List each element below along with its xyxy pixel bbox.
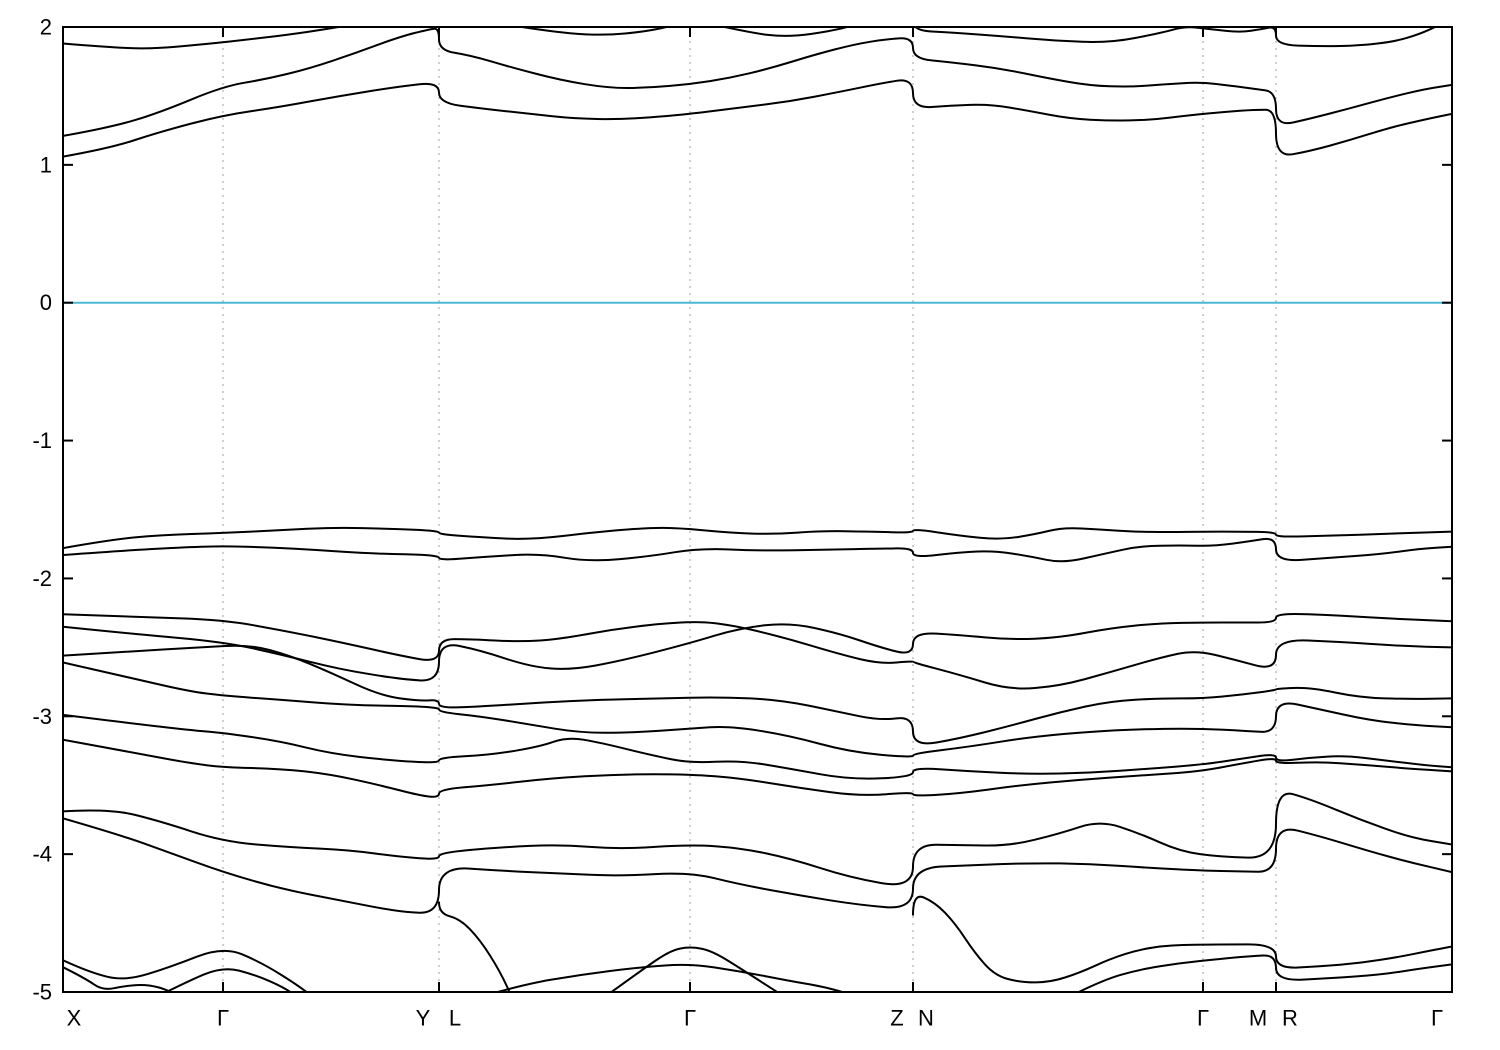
band-path-bottom-p3-p4-lower <box>1076 954 1452 992</box>
band-path-bottom-p1-b <box>164 968 293 992</box>
y-tick-label: -1 <box>32 428 52 453</box>
plot-border <box>62 26 1453 993</box>
x-tick-label-Γ: Γ <box>217 1006 229 1031</box>
band-path-bottom-p2-broad-hump <box>493 963 846 992</box>
band-path-bottom-p1-c <box>63 966 173 992</box>
y-tick-label: 0 <box>40 290 52 315</box>
x-tick-label-Γ: Γ <box>684 1006 696 1031</box>
y-tick-label: -3 <box>32 704 52 729</box>
y-tick-label: 2 <box>40 15 52 40</box>
band-path-valence-cluster-6 <box>63 738 1452 798</box>
band-path-bottom-p1-a <box>63 949 309 992</box>
band-path-conduction-top-right <box>914 27 1438 48</box>
x-tick-label-X: X <box>67 1006 82 1031</box>
band-path-valence-cluster-3 <box>63 644 1452 745</box>
band-path-conduction-3 <box>63 79 1452 158</box>
band-curves <box>63 27 1452 992</box>
y-tick-label: -4 <box>32 842 52 867</box>
y-tick-label: 1 <box>40 152 52 177</box>
x-tick-label-Γ: Γ <box>1431 1006 1443 1031</box>
band-path-bottom-p2-stub <box>438 901 511 992</box>
y-tick-label: -5 <box>32 980 52 1005</box>
band-path-conduction-top-dip-b <box>720 27 852 37</box>
x-tick-label-Y: Y <box>416 1006 431 1031</box>
band-path-valence-lower-2 <box>63 817 1452 914</box>
band-path-valence-lower-1 <box>63 792 1452 886</box>
band-path-valence-cluster-2 <box>63 612 1452 682</box>
x-tick-label-Z: Z <box>890 1006 903 1031</box>
band-path-conduction-top-dip-a <box>515 27 671 36</box>
x-tick-label-Γ: Γ <box>1197 1006 1209 1031</box>
band-path-bottom-p2-tall-hump <box>609 946 779 992</box>
band-path-valence-flat-2 <box>63 537 1452 563</box>
x-tick-label-R: R <box>1282 1006 1298 1031</box>
band-path-valence-cluster-5 <box>63 713 1452 780</box>
band-path-conduction-2 <box>63 27 1452 137</box>
band-path-conduction-1 <box>63 27 345 50</box>
y-tick-label: -2 <box>32 566 52 591</box>
band-path-bottom-p3-p4-upper <box>912 895 1452 984</box>
x-tick-label-M: M <box>1249 1006 1267 1031</box>
band-path-valence-cluster-4 <box>63 661 1452 758</box>
band-path-valence-cluster-1 <box>63 613 1452 690</box>
x-tick-label-L: L <box>449 1006 461 1031</box>
x-tick-label-N: N <box>918 1006 934 1031</box>
band-path-valence-flat-1 <box>63 526 1452 550</box>
